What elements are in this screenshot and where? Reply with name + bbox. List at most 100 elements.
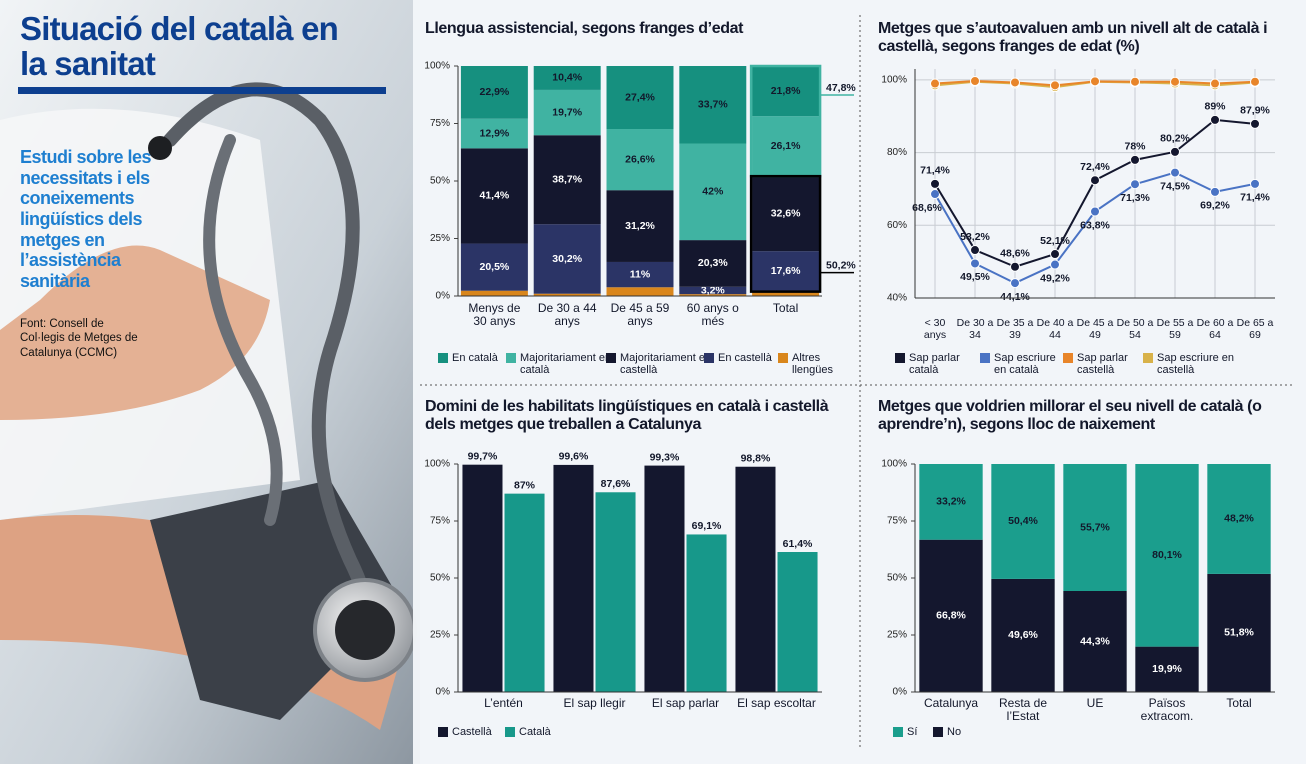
point: [1090, 76, 1100, 87]
bar-segment: [752, 116, 820, 177]
x-tick-label: El sap llegir: [563, 696, 626, 710]
bar: [777, 552, 818, 692]
value-label: 87%: [514, 479, 536, 491]
value-label: 27,4%: [625, 91, 655, 103]
value-label: 99,6%: [559, 451, 589, 463]
x-tick-label: < 30 anys: [923, 317, 947, 341]
value-label: 80,2%: [1160, 133, 1190, 145]
bar-segment: [460, 290, 528, 296]
value-label: 49,2%: [1040, 272, 1070, 284]
value-label: 30,2%: [552, 253, 582, 265]
x-tick-label: De 50 a 54: [1116, 317, 1154, 341]
bar-segment: [679, 240, 747, 287]
legend-label: Sí: [907, 726, 918, 738]
value-label: 71,4%: [1240, 192, 1270, 204]
x-tick-label: Països extracom.: [1140, 696, 1194, 724]
point: [970, 75, 980, 86]
legend-label: Majoritariament en castellà: [620, 352, 712, 377]
point: [1210, 114, 1220, 125]
value-label: 71,3%: [1120, 192, 1150, 204]
legend-swatch: [438, 353, 448, 363]
bar-segment: [752, 66, 820, 117]
value-label: 71,4%: [920, 165, 950, 177]
value-label: 42%: [702, 186, 724, 198]
bar: [644, 465, 685, 692]
x-tick-label: El sap parlar: [651, 696, 720, 710]
value-label: 26,1%: [771, 140, 801, 152]
y-tick-label: 75%: [887, 516, 907, 527]
value-label: 33,7%: [698, 99, 728, 111]
value-label: 17,6%: [771, 265, 801, 277]
x-tick-label: UE: [1086, 696, 1104, 710]
value-label: 10,4%: [552, 72, 582, 84]
y-tick-label: 100%: [424, 459, 450, 470]
bar-segment: [991, 578, 1055, 692]
legend-swatch: [1143, 353, 1153, 363]
point: [1170, 146, 1180, 157]
bar-segment: [606, 66, 674, 130]
y-tick-label: 80%: [887, 147, 907, 158]
point: [1130, 179, 1140, 190]
value-label: 38,7%: [552, 174, 582, 186]
bar-segment: [991, 464, 1055, 579]
photo-earpiece: [148, 136, 172, 160]
x-tick-label: De 30 a 44 anys: [537, 301, 597, 329]
title-rule: [18, 87, 386, 94]
y-tick-label: 75%: [430, 516, 450, 527]
point: [1010, 278, 1020, 289]
bar-segment: [919, 539, 983, 692]
x-tick-label: De 45 a 49: [1076, 317, 1114, 341]
x-tick-label: De 30 a 34: [956, 317, 994, 341]
bar-segment: [533, 89, 601, 136]
value-label: 49,6%: [1008, 629, 1038, 641]
y-tick-label: 50%: [430, 573, 450, 584]
y-tick-label: 40%: [887, 293, 907, 304]
value-label: 12,9%: [480, 127, 510, 139]
bar: [595, 492, 636, 692]
value-label: 48,2%: [1224, 513, 1254, 525]
bar-segment: [606, 129, 674, 191]
value-label: 33,2%: [936, 496, 966, 508]
value-label: 26,6%: [625, 153, 655, 165]
header-title: Situació del català en la sanitat: [20, 10, 339, 82]
y-tick-label: 0%: [436, 291, 451, 302]
bar: [735, 466, 776, 692]
value-label: 55,7%: [1080, 521, 1110, 533]
header-source: Font: Consell de Col·legis de Metges de …: [20, 318, 138, 359]
y-tick-label: 25%: [430, 233, 450, 244]
bar-segment: [679, 294, 747, 296]
legend-label: Sap escriure en castellà: [1157, 352, 1235, 377]
value-label: 19,7%: [552, 106, 582, 118]
value-label: 63,8%: [1080, 219, 1110, 231]
photo-chestpiece-center: [335, 600, 395, 660]
value-label: 51,8%: [1224, 627, 1254, 639]
highlight-box: [749, 174, 822, 293]
value-label: 69,2%: [1200, 200, 1230, 212]
x-tick-label: De 40 a 44: [1036, 317, 1074, 341]
bar-segment: [606, 261, 674, 288]
legend-swatch: [980, 353, 990, 363]
legend-label: Sap escriure en català: [994, 352, 1056, 377]
value-label: 20,3%: [698, 257, 728, 269]
y-tick-label: 25%: [887, 630, 907, 641]
point: [1130, 76, 1140, 87]
bar-segment: [460, 118, 528, 149]
value-label: 89%: [1204, 101, 1226, 113]
bar-segment: [606, 190, 674, 262]
value-label: 69,1%: [692, 520, 722, 532]
x-tick-label: L’entén: [484, 696, 523, 710]
value-label: 11%: [630, 268, 651, 280]
bar-segment: [460, 66, 528, 119]
x-tick-label: Total: [1226, 696, 1252, 710]
bar: [504, 493, 545, 692]
y-tick-label: 100%: [424, 61, 450, 72]
value-label: 44,1%: [1000, 291, 1030, 303]
point: [1250, 76, 1260, 87]
value-label: 66,8%: [936, 610, 966, 622]
point: [1250, 178, 1260, 189]
point: [970, 258, 980, 269]
legend-label: En català: [452, 352, 498, 364]
legend-label: Sap parlar català: [909, 352, 960, 377]
value-label: 19,9%: [1152, 663, 1182, 675]
chart-title: Llengua assistencial, segons franges d’e…: [425, 20, 744, 37]
